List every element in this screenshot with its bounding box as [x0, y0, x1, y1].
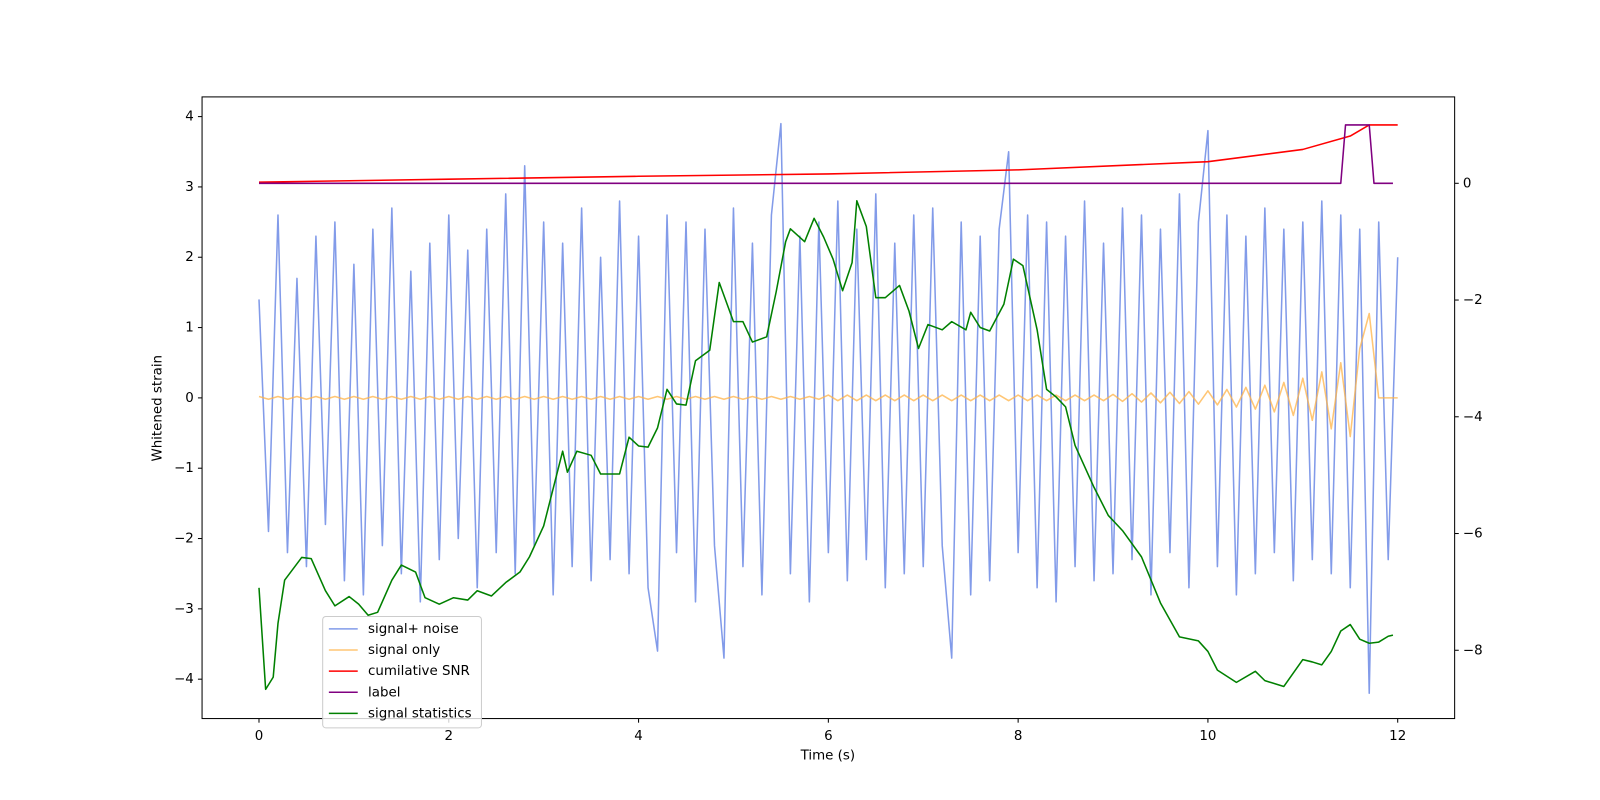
y-tick-label: −4 [174, 672, 194, 687]
series-line [258, 122, 1399, 695]
x-tick-label: 0 [255, 729, 264, 744]
x-axis-label: Time (s) [800, 749, 855, 764]
x-tick-label: 12 [1389, 729, 1406, 744]
y2-tick-label: 0 [1463, 176, 1472, 191]
x-tick-label: 4 [634, 729, 643, 744]
y-tick-label: −2 [174, 532, 194, 547]
series-line [258, 124, 1398, 183]
legend-label: signal statistics [368, 706, 472, 721]
legend-label: cumilative SNR [368, 664, 470, 679]
y-tick-label: 1 [185, 321, 194, 336]
y2-tick-label: −4 [1463, 410, 1483, 425]
x-tick-label: 8 [1014, 729, 1023, 744]
y-tick-label: 3 [185, 180, 194, 195]
legend-label: signal+ noise [368, 622, 459, 637]
x-tick-label: 6 [824, 729, 833, 744]
plot-area [258, 122, 1399, 695]
x-tick-label: 2 [445, 729, 454, 744]
x-tick-label: 10 [1199, 729, 1216, 744]
legend-box [322, 615, 482, 729]
y-tick-label: −3 [174, 602, 194, 617]
series-line [258, 124, 1393, 185]
y-tick-label: −1 [174, 461, 194, 476]
y-tick-label: 4 [185, 110, 194, 125]
y2-tick-label: −8 [1463, 643, 1483, 658]
y-tick-label: 2 [185, 250, 194, 265]
legend-label: label [368, 685, 400, 700]
legend-label: signal only [368, 643, 440, 658]
y2-tick-label: −2 [1463, 293, 1483, 308]
series-line [258, 312, 1398, 438]
y2-tick-label: −6 [1463, 527, 1483, 542]
y-axis-label: Whitened strain [151, 355, 166, 462]
y-tick-label: 0 [185, 391, 194, 406]
series-line [258, 200, 1394, 691]
